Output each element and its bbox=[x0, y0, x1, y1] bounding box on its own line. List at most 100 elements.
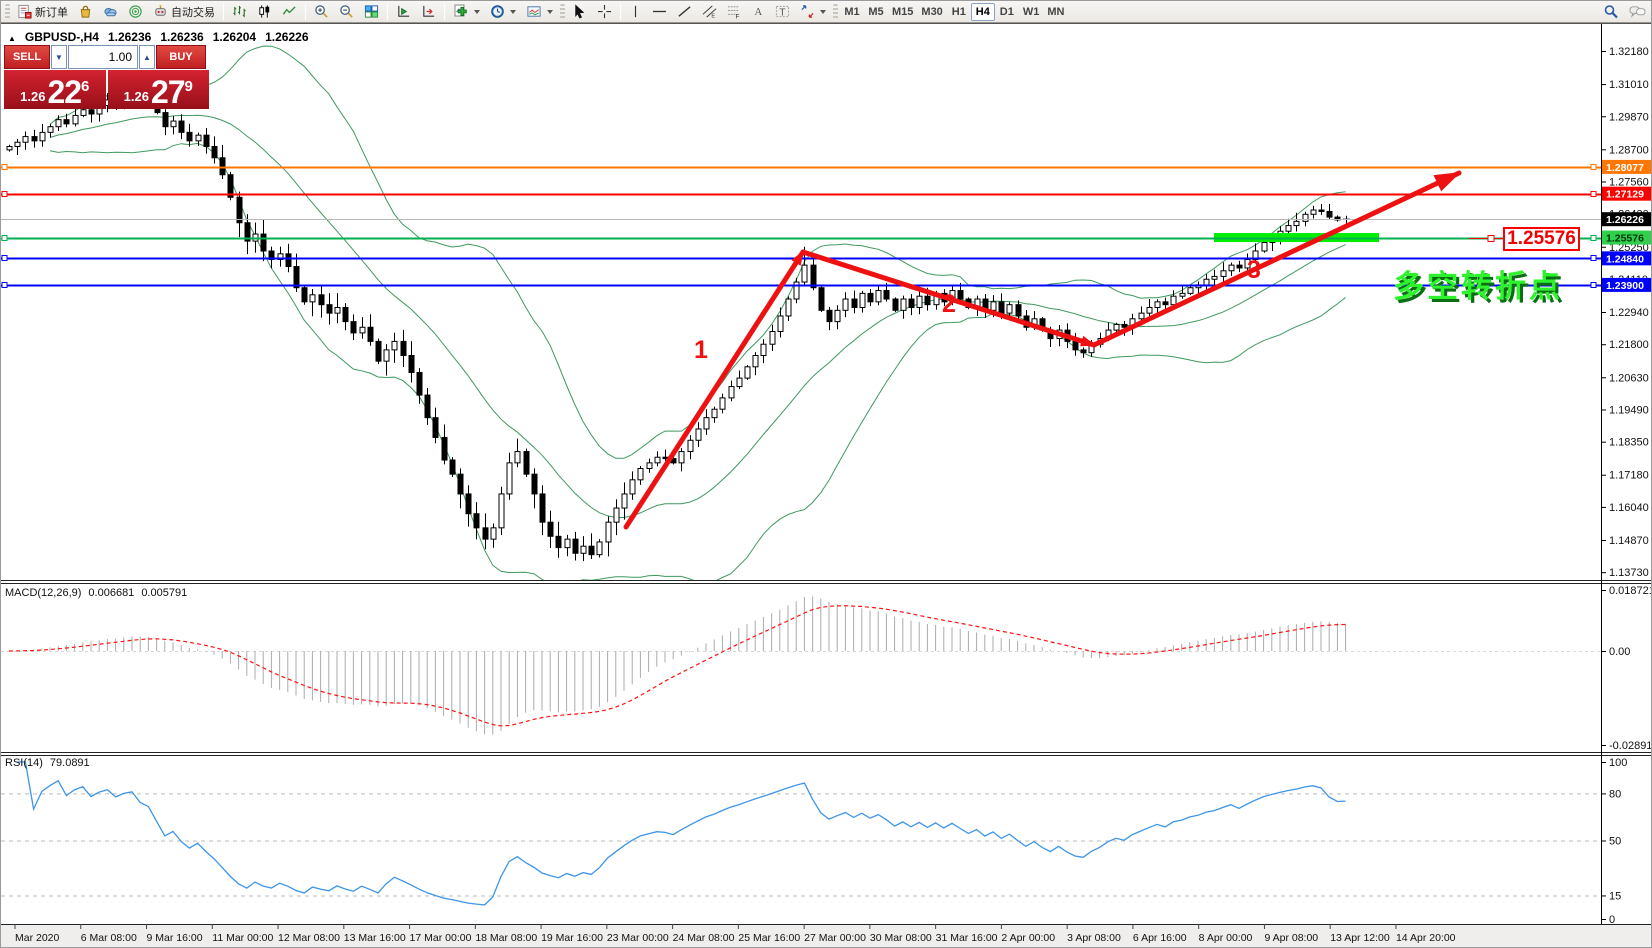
zoom-out-button[interactable] bbox=[334, 2, 359, 22]
time-label: 30 Mar 08:00 bbox=[870, 932, 932, 944]
signals-radar-icon bbox=[128, 4, 143, 19]
arrows-button[interactable] bbox=[795, 2, 831, 22]
svg-text:1.22940: 1.22940 bbox=[1609, 307, 1649, 319]
horizontal-line-button[interactable] bbox=[647, 2, 672, 22]
time-label: 23 Mar 00:00 bbox=[607, 932, 669, 944]
ask-price-panel[interactable]: 1.26 27 9 bbox=[107, 70, 209, 109]
horizontal-lines[interactable] bbox=[1, 164, 1601, 288]
tile-windows-icon bbox=[364, 4, 379, 19]
timeframe-h4[interactable]: H4 bbox=[970, 2, 995, 21]
time-label: 13 Mar 16:00 bbox=[344, 932, 406, 944]
candlestick-chart-button[interactable] bbox=[252, 2, 277, 22]
chart-shift-icon bbox=[421, 4, 436, 19]
trend-arrows[interactable]: 1 2 3 bbox=[623, 170, 1462, 530]
toolbar-separator bbox=[444, 3, 445, 20]
volume-decrease-button[interactable]: ▼ bbox=[51, 45, 67, 69]
candlestick-chart-icon bbox=[257, 4, 272, 19]
auto-scroll-icon bbox=[396, 4, 411, 19]
macd-histogram bbox=[1, 596, 1601, 735]
ohlc-open: 1.26236 bbox=[107, 30, 152, 44]
cursor-button[interactable] bbox=[567, 2, 592, 22]
trendline-button[interactable] bbox=[672, 2, 697, 22]
market-button[interactable] bbox=[73, 2, 98, 22]
rsi-value: 79.0891 bbox=[49, 757, 90, 769]
crosshair-button[interactable] bbox=[592, 2, 617, 22]
time-label: 9 Mar 16:00 bbox=[147, 932, 203, 944]
timeframe-w1[interactable]: W1 bbox=[1022, 5, 1040, 18]
macd-signal-line bbox=[8, 605, 1346, 727]
hosting-button[interactable] bbox=[98, 2, 123, 22]
time-label: 31 Mar 16:00 bbox=[936, 932, 998, 944]
svg-text:1.14870: 1.14870 bbox=[1609, 535, 1649, 547]
volume-input[interactable]: 1.00 bbox=[68, 45, 138, 69]
price-tag-handle[interactable] bbox=[1487, 235, 1495, 242]
rsi-header: RSI(14) 79.0891 bbox=[5, 757, 90, 769]
price-axis[interactable]: 1.321801.310101.298701.287001.275601.264… bbox=[1601, 46, 1652, 926]
time-label: 14 Apr 20:00 bbox=[1396, 932, 1456, 944]
time-label: 2 Apr 00:00 bbox=[1001, 932, 1055, 944]
svg-text:E: E bbox=[711, 14, 715, 19]
zoom-in-button[interactable] bbox=[309, 2, 334, 22]
ohlc-low: 1.26204 bbox=[212, 30, 257, 44]
time-label: 9 Apr 08:00 bbox=[1264, 932, 1318, 944]
bar-chart-button[interactable] bbox=[227, 2, 252, 22]
time-label: 6 Apr 16:00 bbox=[1133, 932, 1187, 944]
toolbar: 新订单 自动交易 bbox=[1, 1, 1651, 23]
chart-canvas[interactable]: 123 1.321801.310101.298701.287001.275601.… bbox=[1, 24, 1652, 948]
time-axis[interactable]: Mar 2020 6 Mar 08:00 9 Mar 16:00 11 Mar 00:… bbox=[14, 924, 1456, 944]
ohlc-high: 1.26236 bbox=[160, 30, 204, 44]
timeframe-m15[interactable]: M15 bbox=[892, 5, 914, 18]
symbol-title: ▲ GBPUSD-,H4 1.26236 1.26236 1.26204 1.2… bbox=[8, 30, 309, 44]
auto-scroll-button[interactable] bbox=[391, 2, 416, 22]
signals-button[interactable] bbox=[123, 2, 148, 22]
timeframe-d1[interactable]: D1 bbox=[999, 5, 1014, 18]
turning-point-note[interactable]: 多空转折点 bbox=[1393, 269, 1563, 304]
search-button[interactable] bbox=[1598, 2, 1624, 22]
svg-text:100: 100 bbox=[1609, 757, 1627, 769]
toolbar-grip bbox=[5, 3, 10, 20]
bid-pip-digit: 6 bbox=[81, 78, 90, 95]
volume-increase-button[interactable]: ▲ bbox=[139, 45, 155, 69]
price-level-tag[interactable]: 1.25576 bbox=[1503, 227, 1580, 251]
time-label: 27 Mar 00:00 bbox=[804, 932, 866, 944]
time-axis-strip[interactable] bbox=[1, 925, 1652, 948]
autotrading-label: 自动交易 bbox=[171, 6, 215, 19]
toolbar-separator bbox=[387, 3, 388, 20]
templates-caret bbox=[547, 9, 553, 14]
svg-text:1.27129: 1.27129 bbox=[1606, 189, 1644, 201]
time-label: 11 Mar 00:00 bbox=[212, 932, 273, 944]
bar-chart-icon bbox=[232, 4, 247, 19]
time-label: 19 Mar 16:00 bbox=[541, 932, 603, 944]
text-button[interactable]: A bbox=[747, 2, 770, 22]
new-order-button[interactable]: 新订单 bbox=[12, 2, 73, 22]
templates-button[interactable] bbox=[521, 2, 558, 22]
rsi-line bbox=[17, 761, 1346, 906]
vertical-line-button[interactable] bbox=[624, 2, 647, 22]
text-icon: A bbox=[752, 4, 765, 19]
buy-button[interactable]: BUY bbox=[156, 45, 206, 69]
tile-windows-button[interactable] bbox=[359, 2, 384, 22]
timeframe-h1[interactable]: H1 bbox=[951, 5, 966, 18]
timeframe-m5[interactable]: M5 bbox=[868, 5, 884, 18]
fibonacci-button[interactable]: F bbox=[722, 2, 747, 22]
macd-label: MACD(12,26,9) bbox=[5, 587, 82, 599]
channel-button[interactable]: E bbox=[697, 2, 722, 22]
sell-button[interactable]: SELL bbox=[4, 45, 50, 69]
arrows-caret bbox=[820, 9, 826, 14]
chart-shift-button[interactable] bbox=[416, 2, 441, 22]
periods-button[interactable] bbox=[485, 2, 521, 22]
chat-button[interactable] bbox=[1624, 2, 1651, 22]
timeframe-m30[interactable]: M30 bbox=[921, 5, 943, 18]
panel-separators bbox=[1, 24, 1651, 925]
new-chart-button[interactable] bbox=[448, 2, 485, 22]
timeframe-m1[interactable]: M1 bbox=[844, 5, 860, 18]
text-label-button[interactable]: T bbox=[770, 2, 795, 22]
time-label: Mar 2020 bbox=[15, 932, 60, 944]
macd-header: MACD(12,26,9) 0.006681 0.005791 bbox=[5, 587, 187, 599]
autotrading-button[interactable]: 自动交易 bbox=[148, 2, 220, 22]
fibonacci-icon: F bbox=[727, 4, 742, 19]
line-chart-button[interactable] bbox=[277, 2, 302, 22]
bid-price-panel[interactable]: 1.26 22 6 bbox=[4, 70, 106, 109]
time-label: 13 Apr 12:00 bbox=[1330, 932, 1390, 944]
timeframe-mn[interactable]: MN bbox=[1047, 5, 1065, 18]
